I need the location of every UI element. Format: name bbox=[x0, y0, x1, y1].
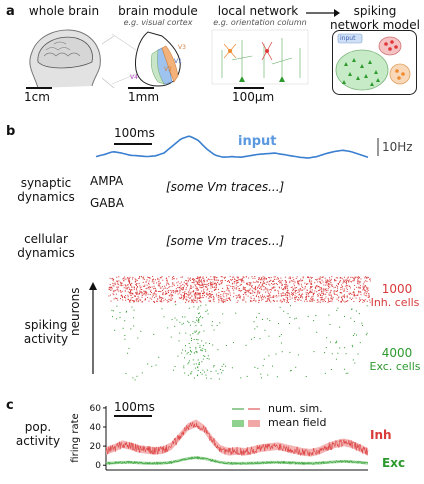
scale-label-100um: 100μm bbox=[232, 90, 275, 104]
pop-activity-label: pop. activity bbox=[15, 420, 61, 448]
inh-sim-trace bbox=[105, 421, 369, 457]
spiking-model-title: spiking network model bbox=[330, 4, 420, 32]
brain-module-title: brain module bbox=[118, 4, 198, 18]
local-network-subtitle: e.g. orientation column bbox=[213, 18, 307, 27]
inh-cells-label: Inh. cells bbox=[370, 296, 420, 309]
legend-sim-icon bbox=[232, 408, 260, 410]
inh-spikes bbox=[108, 276, 371, 303]
local-network-title: local network bbox=[217, 4, 299, 18]
spiking-activity-label: spiking activity bbox=[23, 318, 69, 346]
cortex-label-v4: V4 bbox=[130, 74, 138, 81]
network-model-icon bbox=[332, 30, 417, 95]
panel-a-letter: a bbox=[6, 4, 15, 19]
head-brain-icon bbox=[29, 29, 115, 89]
scale-bar-100um bbox=[234, 87, 264, 89]
cortex-label-v1: V1 bbox=[174, 58, 182, 65]
input-curve bbox=[95, 135, 369, 159]
input-scale-label: 10Hz bbox=[382, 140, 413, 154]
inh-trace-label: Inh bbox=[370, 428, 392, 442]
legend-mf-label: mean field bbox=[268, 416, 327, 429]
y-tick-label: 40 bbox=[90, 423, 102, 433]
scale-label-1cm: 1cm bbox=[24, 90, 50, 104]
pop-time-scale-label: 100ms bbox=[114, 400, 155, 414]
model-input-label: input bbox=[340, 35, 356, 42]
cortex-label-v2: V2 bbox=[164, 66, 172, 73]
inh-count: 1000 bbox=[381, 282, 413, 296]
local-network-icon bbox=[211, 29, 309, 85]
spike-raster bbox=[108, 276, 371, 381]
gaba-label: GABA bbox=[90, 196, 124, 210]
neurons-axis-arrow bbox=[89, 282, 97, 374]
panel-c-letter: c bbox=[6, 398, 14, 413]
input-label: input bbox=[238, 134, 277, 149]
exc-count: 4000 bbox=[381, 346, 413, 360]
brain-module-subtitle: e.g. visual cortex bbox=[123, 18, 193, 27]
exc-cells-label: Exc. cells bbox=[369, 360, 421, 373]
brain-module-icon bbox=[111, 31, 181, 87]
y-tick-label: 0 bbox=[95, 461, 101, 471]
whole-brain-title: whole brain bbox=[28, 4, 100, 18]
exc-trace-label: Exc bbox=[382, 456, 406, 470]
cellular-traces-placeholder: [some Vm traces...] bbox=[166, 234, 285, 248]
time-scale-label: 100ms bbox=[114, 126, 155, 140]
input-scale-bar bbox=[377, 138, 379, 156]
time-scale-bar bbox=[114, 143, 152, 145]
legend-mf-icon bbox=[232, 420, 260, 427]
input-rate-trace bbox=[95, 135, 369, 159]
pop-time-scale-bar bbox=[114, 415, 152, 417]
exc-sim-trace bbox=[105, 455, 369, 466]
arrow-icon bbox=[306, 9, 340, 17]
y-tick-label: 20 bbox=[90, 442, 102, 452]
cellular-dynamics-label: cellular dynamics bbox=[17, 232, 75, 260]
inh-mean-field-band bbox=[106, 419, 368, 457]
synaptic-dynamics-label: synaptic dynamics bbox=[17, 176, 75, 204]
legend-sim-label: num. sim. bbox=[268, 402, 323, 415]
ampa-label: AMPA bbox=[90, 174, 124, 188]
y-tick-label: 60 bbox=[90, 404, 102, 414]
cortex-label-v3: V3 bbox=[178, 44, 186, 51]
panel-b-letter: b bbox=[6, 124, 16, 139]
scale-label-1mm: 1mm bbox=[128, 90, 160, 104]
scale-bar-1cm bbox=[26, 87, 52, 89]
scale-bar-1mm bbox=[128, 87, 154, 89]
population-rate-chart: 0 20 40 60 firing rate bbox=[70, 404, 369, 471]
exc-spikes bbox=[111, 304, 368, 381]
synaptic-traces-placeholder: [some Vm traces...] bbox=[166, 180, 285, 194]
y-axis-label: firing rate bbox=[70, 413, 81, 462]
